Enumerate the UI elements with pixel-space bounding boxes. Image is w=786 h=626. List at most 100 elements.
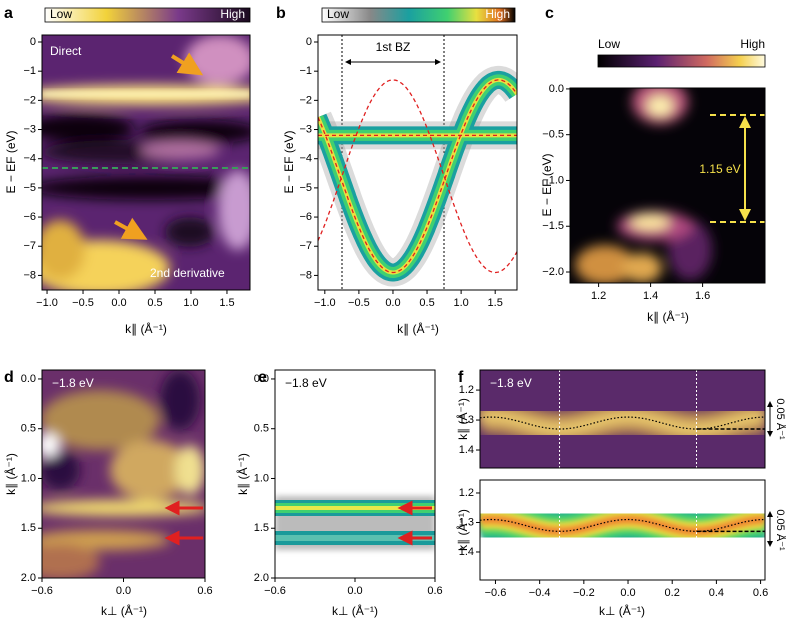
x-tick-label: 0.0 — [347, 585, 362, 597]
x-axis-label: k⊥ (Å⁻¹) — [599, 603, 645, 618]
blob — [140, 120, 250, 144]
y-tick-label: 1.3 — [459, 414, 474, 426]
x-tick-label: 1.4 — [643, 290, 658, 302]
x-axis-label: k⊥ (Å⁻¹) — [101, 603, 147, 618]
heatmap — [42, 35, 250, 290]
x-axis-label: k∥ (Å⁻¹) — [125, 321, 167, 336]
y-tick-label: −1.5 — [542, 220, 564, 232]
band — [275, 535, 435, 541]
model-curve — [318, 79, 517, 274]
blob — [140, 141, 220, 159]
y-tick-label: −1 — [299, 65, 312, 77]
y-tick-label: 0.5 — [254, 423, 269, 435]
x-tick-label: 0.5 — [147, 297, 162, 309]
y-tick-label: 1.4 — [459, 444, 474, 456]
y-tick-label: 0.5 — [21, 423, 36, 435]
y-tick-label: 2.0 — [254, 572, 269, 584]
panel-letter: b — [276, 5, 286, 22]
panel-letter: d — [4, 369, 14, 386]
x-tick-label: 0.0 — [385, 297, 400, 309]
x-tick-label: 1.5 — [488, 297, 503, 309]
x-tick-label: 0.0 — [111, 297, 126, 309]
y-tick-label: −1.0 — [542, 174, 564, 186]
heatmap — [575, 88, 712, 283]
colorbar-low-label: Low — [50, 7, 72, 21]
blob — [218, 170, 250, 250]
x-tick-label: −0.5 — [72, 297, 94, 309]
y-tick-label: 2.0 — [21, 572, 36, 584]
colorbar-low-label: Low — [327, 7, 349, 21]
panel-d-image — [42, 370, 205, 578]
x-tick-label: −0.4 — [529, 587, 551, 599]
y-tick-label: 1.2 — [459, 384, 474, 396]
panel-letter: e — [258, 369, 267, 386]
y-tick-label: 1.0 — [21, 472, 36, 484]
x-tick-label: 0.5 — [419, 297, 434, 309]
y-tick-label: 0.0 — [21, 373, 36, 385]
x-tick-label: 0.0 — [620, 587, 635, 599]
x-tick-label: −0.6 — [485, 587, 507, 599]
plot-frame — [317, 34, 518, 291]
y-tick-label: 1.2 — [459, 487, 474, 499]
x-tick-label: −0.6 — [31, 585, 53, 597]
panel-f-bottom-image — [480, 480, 765, 580]
annotation: 1.15 eV — [699, 162, 740, 176]
colorbar-high-label: High — [740, 37, 765, 51]
x-tick-label: 1.5 — [219, 297, 234, 309]
plot-frame — [479, 369, 766, 469]
y-axis-label: k∥ (Å⁻¹) — [3, 453, 18, 495]
panel-b-image — [318, 35, 517, 290]
y-tick-label: −2 — [299, 94, 312, 106]
blob — [575, 245, 635, 283]
annotation: −1.8 eV — [285, 376, 327, 390]
x-tick-label: −0.2 — [573, 587, 595, 599]
blob — [647, 96, 673, 116]
y-tick-label: −5 — [299, 182, 312, 194]
y-tick-label: −4 — [299, 153, 312, 165]
x-tick-label: 1.2 — [591, 290, 606, 302]
y-tick-label: 1.5 — [254, 522, 269, 534]
blob — [42, 433, 60, 457]
panel-c-image — [570, 88, 765, 283]
blob — [42, 220, 85, 280]
blob — [42, 544, 100, 578]
blob — [42, 114, 135, 142]
x-axis-label: k∥ (Å⁻¹) — [397, 321, 439, 336]
annotation: −1.8 eV — [52, 376, 94, 390]
x-tick-label: 0.6 — [753, 587, 768, 599]
colorbar — [597, 54, 766, 68]
y-tick-label: 1.0 — [254, 472, 269, 484]
x-tick-label: −1.0 — [314, 297, 336, 309]
annotation: 0.05 Å⁻¹ — [774, 398, 786, 440]
y-tick-label: 0 — [30, 36, 36, 48]
fit-curve — [480, 416, 765, 430]
x-axis-label: k⊥ (Å⁻¹) — [332, 603, 378, 618]
blob — [42, 390, 160, 450]
blob — [185, 35, 250, 85]
plot-frame — [479, 479, 766, 581]
plot-frame — [41, 34, 251, 291]
y-tick-label: −1 — [23, 65, 36, 77]
annotation: −1.8 eV — [490, 376, 532, 390]
panel-f-top-image — [480, 370, 765, 468]
model-curve — [318, 79, 517, 274]
blob — [42, 500, 205, 516]
blob — [165, 217, 215, 247]
heatmap — [42, 370, 205, 578]
y-tick-label: −0.5 — [542, 129, 564, 141]
colorbar — [44, 7, 251, 23]
x-tick-label: 0.2 — [665, 587, 680, 599]
x-tick-label: 0.0 — [116, 585, 131, 597]
y-tick-label: −8 — [23, 269, 36, 281]
blob — [160, 370, 200, 430]
x-tick-label: −1.0 — [36, 297, 58, 309]
y-tick-label: 1.3 — [459, 516, 474, 528]
x-tick-label: 1.6 — [695, 290, 710, 302]
x-tick-label: 0.4 — [709, 587, 724, 599]
panel-a-image — [42, 35, 250, 290]
x-tick-label: 1.0 — [453, 297, 468, 309]
y-tick-label: 0 — [306, 36, 312, 48]
blob — [42, 530, 170, 550]
colorbar-low-label: Low — [598, 37, 620, 51]
